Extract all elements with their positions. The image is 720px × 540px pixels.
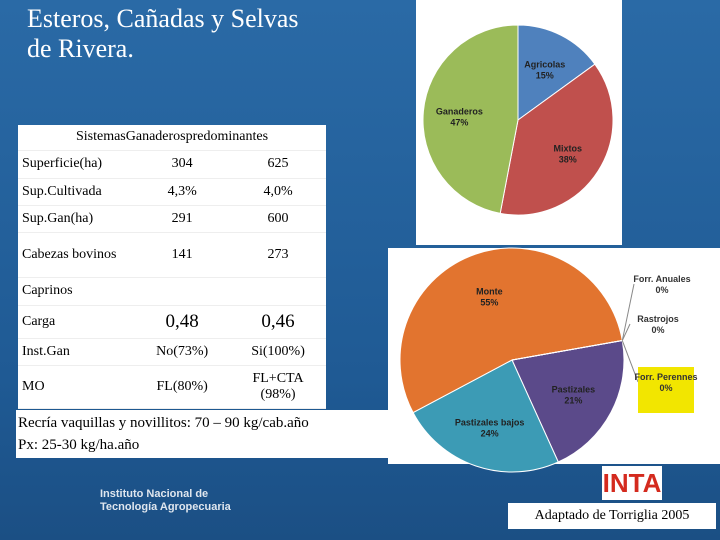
table-cell: 0,48 [134, 305, 231, 339]
slice-name: Pastizales [552, 384, 596, 394]
pie-slice [399, 247, 623, 414]
slice-name: Mixtos [553, 144, 582, 154]
table-cell: 304 [134, 150, 231, 179]
table-cell: 141 [134, 232, 231, 278]
institute-line: Instituto Nacional de [100, 488, 209, 500]
slice-name: Agricolas [524, 60, 565, 70]
note: Px: 25-30 kg/ha.año [18, 437, 140, 453]
table-row: Superficie(ha) 304 625 [18, 150, 326, 179]
table-cell: Sup.Cultivada [18, 178, 135, 206]
table-cell: FL+CTA (98%) [230, 365, 326, 409]
table-cell: Cabezas bovinos [18, 232, 135, 278]
table-caption-row: SistemasGanaderospredominantes [18, 125, 326, 151]
table-caption: SistemasGanaderospredominantes [18, 125, 326, 151]
pie-slice [511, 339, 625, 463]
table-cell: 0,46 [230, 305, 326, 339]
slice-label: Pastizales bajos 24% [455, 418, 525, 439]
slice-name: Forr. Perennes [634, 372, 697, 382]
callout-box [638, 367, 694, 413]
table-cell: 4,0% [230, 178, 326, 206]
leader-line [621, 340, 639, 383]
slice-value: 47% [450, 117, 468, 127]
table-cell: Si(100%) [230, 338, 326, 366]
institute-name: Instituto Nacional de Tecnología Agropecu… [100, 488, 231, 514]
table-cell: MO [18, 365, 135, 409]
data-table: SistemasGanaderospredominantes Superficie… [18, 125, 326, 409]
leader-line [621, 323, 631, 341]
pie-slice [517, 24, 596, 121]
slice-label: Agricolas 15% [524, 60, 565, 81]
slice-value: 21% [564, 395, 582, 405]
table-cell: FL(80%) [134, 365, 231, 409]
slice-value: 15% [536, 71, 554, 81]
slice-name: Monte [476, 286, 503, 296]
slice-label: Ganaderos 47% [436, 106, 483, 127]
table-row: Inst.Gan No(73%) Si(100%) [18, 338, 326, 366]
table-row: Cabezas bovinos 141 273 [18, 232, 326, 278]
table-cell: 4,3% [134, 178, 231, 206]
pie-slice [511, 340, 623, 361]
table-cell: Inst.Gan [18, 338, 135, 366]
slice-value: 24% [481, 429, 499, 439]
slice-value: 0% [659, 383, 672, 393]
note: Recría vaquillas y novillitos: 70 – 90 k… [18, 415, 309, 431]
slice-label: Rastrojos 0% [637, 314, 679, 335]
table-row: Caprinos [18, 277, 326, 306]
table-cell: 291 [134, 205, 231, 233]
credit: Adaptado de Torriglia 2005 [508, 503, 716, 529]
slice-value: 0% [651, 325, 664, 335]
slide-title: Esteros, Cañadas y Selvas de Rivera. [27, 4, 299, 63]
table-row: Sup.Cultivada 4,3% 4,0% [18, 178, 326, 206]
slice-value: 55% [480, 297, 498, 307]
table-cell: No(73%) [134, 338, 231, 366]
institute-line: Tecnología Agropecuaria [100, 501, 231, 513]
slice-value: 0% [655, 285, 668, 295]
slice-name: Pastizales bajos [455, 418, 525, 428]
slice-label: Forr. Anuales 0% [633, 274, 690, 295]
slice-name: Forr. Anuales [633, 274, 690, 284]
pie-slice [422, 24, 519, 214]
logo: INTA [602, 466, 662, 500]
table-cell: Sup.Gan(ha) [18, 205, 135, 233]
slice-label: Pastizales 21% [552, 384, 596, 405]
table-cell: Caprinos [18, 277, 326, 306]
table-row: Sup.Gan(ha) 291 600 [18, 205, 326, 233]
pie-slice [412, 359, 559, 473]
slice-label: Forr. Perennes 0% [634, 372, 697, 393]
notes: Recría vaquillas y novillitos: 70 – 90 k… [16, 410, 392, 458]
table-cell: 625 [230, 150, 326, 179]
table-row: Carga 0,48 0,46 [18, 305, 326, 339]
table-row: MO FL(80%) FL+CTA (98%) [18, 365, 326, 409]
table-cell: 600 [230, 205, 326, 233]
pie-slice [499, 63, 614, 216]
slice-name: Rastrojos [637, 314, 679, 324]
leader-line [621, 283, 635, 341]
table-cell: 273 [230, 232, 326, 278]
slice-value: 38% [559, 155, 577, 165]
slice-label: Mixtos 38% [553, 144, 582, 165]
table-cell: Carga [18, 305, 135, 339]
slice-label: Monte 55% [476, 286, 503, 307]
slice-name: Ganaderos [436, 106, 483, 116]
table-cell: Superficie(ha) [18, 150, 135, 179]
